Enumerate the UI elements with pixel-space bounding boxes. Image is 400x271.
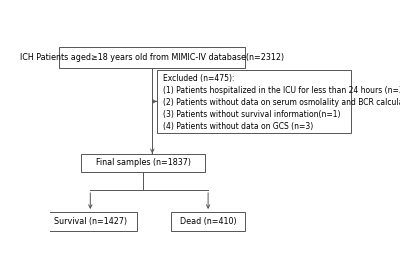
Text: ICH Patients aged≥18 years old from MIMIC-IV database(n=2312): ICH Patients aged≥18 years old from MIMI… [20, 53, 284, 62]
Bar [81, 154, 205, 172]
Bar [59, 47, 245, 68]
Bar [157, 70, 351, 133]
Text: Dead (n=410): Dead (n=410) [180, 217, 236, 226]
Text: Survival (n=1427): Survival (n=1427) [54, 217, 127, 226]
Text: Final samples (n=1837): Final samples (n=1837) [96, 159, 190, 167]
Bar [44, 212, 137, 231]
Text: Excluded (n=475):
(1) Patients hospitalized in the ICU for less than 24 hours (n: Excluded (n=475): (1) Patients hospitali… [162, 74, 400, 131]
Bar [171, 212, 245, 231]
